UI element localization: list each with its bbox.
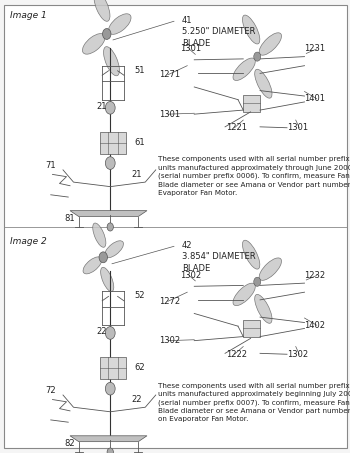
Ellipse shape xyxy=(108,14,131,34)
Text: 22: 22 xyxy=(131,395,142,404)
Polygon shape xyxy=(70,436,147,442)
Polygon shape xyxy=(70,211,147,217)
Ellipse shape xyxy=(105,241,124,258)
Circle shape xyxy=(105,382,115,395)
Bar xyxy=(243,320,260,337)
Ellipse shape xyxy=(259,33,281,55)
Text: 1301: 1301 xyxy=(159,110,180,119)
Text: 51: 51 xyxy=(135,66,145,75)
Circle shape xyxy=(99,252,107,263)
Bar xyxy=(243,95,260,112)
Ellipse shape xyxy=(255,69,272,98)
Text: 61: 61 xyxy=(135,138,145,147)
Circle shape xyxy=(107,223,113,231)
Text: 1222: 1222 xyxy=(226,350,247,359)
Ellipse shape xyxy=(101,267,114,292)
Text: 82: 82 xyxy=(65,439,75,448)
Ellipse shape xyxy=(255,294,272,323)
Circle shape xyxy=(105,101,115,114)
Ellipse shape xyxy=(259,258,281,280)
Circle shape xyxy=(103,29,111,39)
Text: 1402: 1402 xyxy=(304,321,326,330)
Circle shape xyxy=(105,327,115,339)
Text: 1301: 1301 xyxy=(180,44,201,53)
Text: 81: 81 xyxy=(65,214,75,223)
Ellipse shape xyxy=(233,283,256,306)
Text: 1302: 1302 xyxy=(180,271,201,280)
Text: These components used with all serial number prefix
units manufactured approxima: These components used with all serial nu… xyxy=(158,383,350,422)
Circle shape xyxy=(105,157,115,169)
Circle shape xyxy=(254,277,261,286)
Text: 1231: 1231 xyxy=(304,44,326,53)
Bar xyxy=(100,132,126,154)
Text: 22: 22 xyxy=(96,327,107,336)
Ellipse shape xyxy=(104,47,119,76)
Text: 1272: 1272 xyxy=(159,297,180,306)
Circle shape xyxy=(254,52,261,61)
Text: 1301: 1301 xyxy=(287,123,308,132)
Text: Image 2: Image 2 xyxy=(10,237,47,246)
Text: 71: 71 xyxy=(46,161,56,170)
Text: 1221: 1221 xyxy=(226,123,247,132)
Circle shape xyxy=(107,448,113,453)
Text: 21: 21 xyxy=(96,102,107,111)
Ellipse shape xyxy=(83,34,105,54)
Bar xyxy=(100,357,126,379)
Ellipse shape xyxy=(233,58,256,81)
Text: 1302: 1302 xyxy=(159,336,180,345)
Text: 72: 72 xyxy=(46,386,56,395)
Text: 42
3.854" DIAMETER
BLADE: 42 3.854" DIAMETER BLADE xyxy=(182,241,256,273)
Text: 41
5.250" DIAMETER
BLADE: 41 5.250" DIAMETER BLADE xyxy=(182,16,256,48)
Text: 21: 21 xyxy=(131,170,142,179)
Text: 62: 62 xyxy=(135,363,145,372)
Ellipse shape xyxy=(83,257,102,274)
Text: Image 1: Image 1 xyxy=(10,11,47,20)
Text: These components used with all serial number prefix
units manufactured approxima: These components used with all serial nu… xyxy=(158,156,350,196)
Ellipse shape xyxy=(93,223,106,247)
Text: 1271: 1271 xyxy=(159,70,180,79)
Text: 1401: 1401 xyxy=(304,94,326,103)
Ellipse shape xyxy=(94,0,110,21)
Text: 1302: 1302 xyxy=(287,350,308,359)
Text: 52: 52 xyxy=(135,291,145,300)
Ellipse shape xyxy=(243,240,260,269)
Ellipse shape xyxy=(243,15,260,44)
Text: 1232: 1232 xyxy=(304,271,326,280)
